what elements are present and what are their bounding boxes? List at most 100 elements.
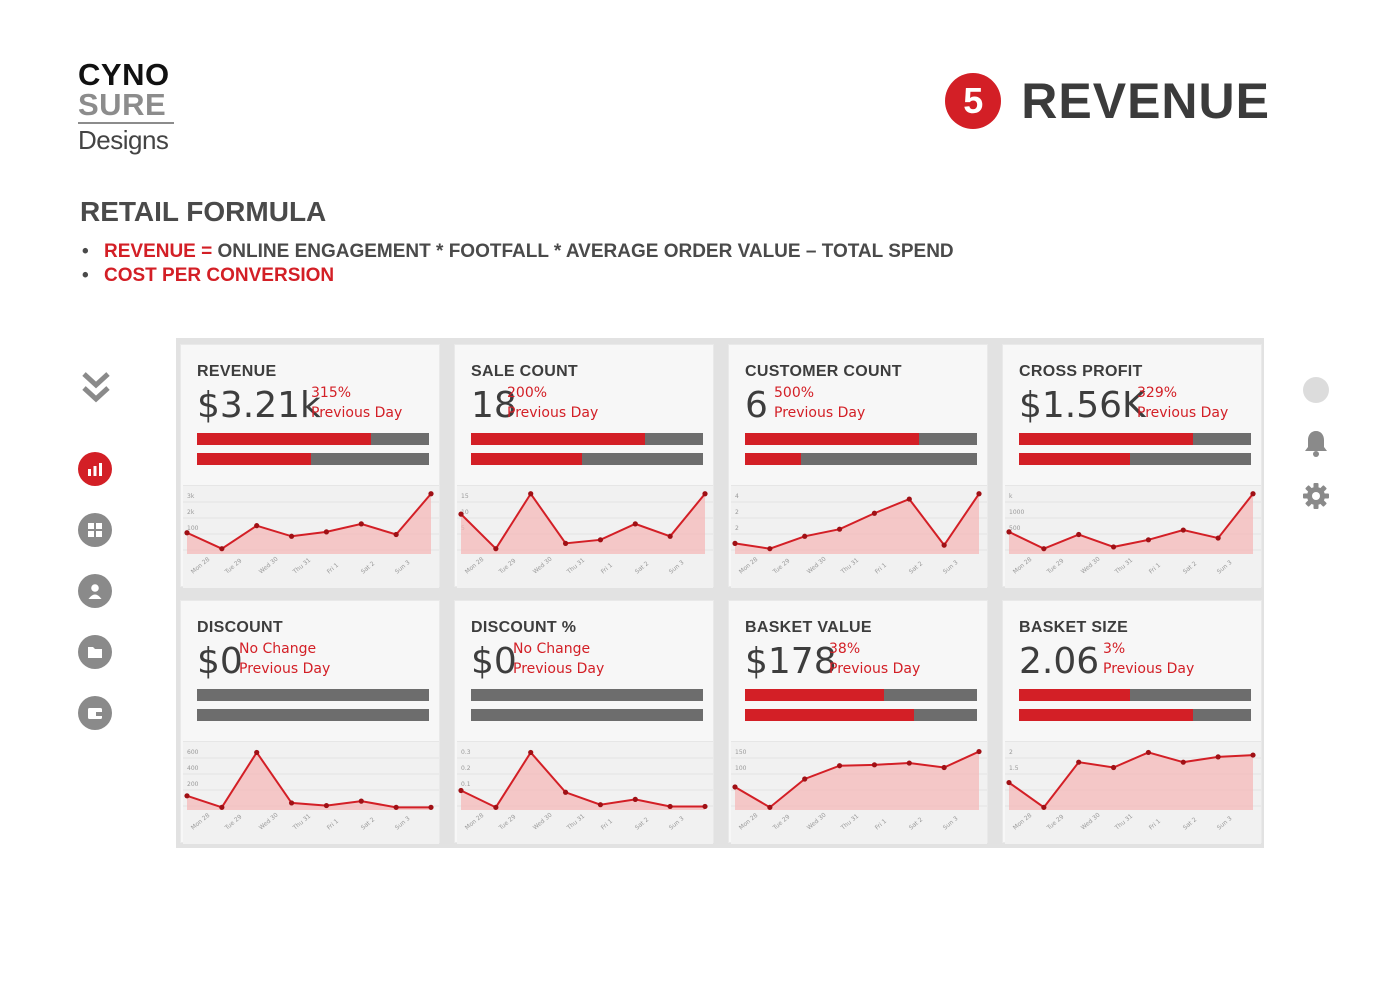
metric-change-value: 3% [1103, 641, 1126, 657]
double-chevron-down-icon[interactable] [78, 370, 114, 410]
chart-point [288, 533, 295, 539]
progress-bar [197, 709, 429, 721]
chart-point [632, 796, 638, 802]
chart-point [802, 533, 808, 539]
chart-point [941, 764, 947, 771]
x-tick-label: Sun 3 [1216, 559, 1234, 575]
chart-point [562, 540, 569, 546]
chart-line [734, 493, 980, 550]
y-tick-label: 3k [187, 493, 195, 500]
chart-point [184, 793, 190, 799]
metric-value: $178 [745, 641, 837, 682]
nav-files-button[interactable] [78, 635, 112, 669]
chart-point [358, 798, 364, 804]
metric-change-value: No Change [239, 641, 317, 657]
metric-card[interactable]: DISCOUNT % $0 No Change Previous Day 0.3 0.2 0… [454, 600, 714, 844]
x-tick-label: Mon 28 [190, 812, 212, 832]
metric-compare-label: Previous Day [1137, 405, 1229, 421]
chart-point [667, 803, 673, 810]
folder-icon [88, 647, 102, 658]
y-tick-label: 150 [735, 749, 747, 756]
chart-point [528, 491, 534, 497]
metric-compare-label: Previous Day [1103, 661, 1195, 677]
formula-expression: ONLINE ENGAGEMENT * FOOTFALL * AVERAGE O… [212, 241, 954, 262]
chart-point [802, 776, 808, 782]
chart-point [254, 749, 260, 756]
bell-icon[interactable] [1302, 429, 1330, 457]
gear-icon[interactable] [1302, 482, 1330, 510]
x-tick-label: Wed 30 [806, 812, 828, 832]
x-tick-label: Sat 2 [1182, 816, 1199, 831]
metric-title: BASKET VALUE [745, 619, 872, 636]
metric-title: BASKET SIZE [1019, 619, 1129, 636]
progress-bar [197, 453, 429, 465]
metric-card[interactable]: CUSTOMER COUNT 6 500% Previous Day 4 2 2 Mon 28… [728, 344, 988, 588]
x-tick-label: Sat 2 [908, 560, 925, 575]
x-tick-label: Sat 2 [634, 560, 651, 575]
chart-point [393, 531, 399, 538]
metric-change-value: 329% [1137, 385, 1178, 401]
y-tick-label: 2 [735, 525, 739, 532]
chart-point [562, 789, 569, 795]
x-tick-label: Thu 31 [1113, 813, 1134, 833]
chart-point [1215, 754, 1221, 760]
chart-point [1076, 759, 1082, 765]
x-tick-label: Thu 31 [565, 557, 586, 577]
chart-point [493, 804, 499, 810]
metric-title: DISCOUNT [197, 619, 283, 636]
x-tick-label: Tue 29 [497, 557, 518, 576]
x-tick-label: Fri 1 [600, 562, 615, 576]
chart-point [1215, 535, 1221, 541]
formula-item-revenue: REVENUE = ONLINE ENGAGEMENT * FOOTFALL *… [80, 240, 954, 264]
x-tick-label: Wed 30 [1080, 556, 1102, 576]
metric-card[interactable]: CROSS PROFIT $1.56K 329% Previous Day k 1000 5… [1002, 344, 1262, 588]
x-tick-label: Sun 3 [942, 815, 960, 831]
chart-point [493, 546, 499, 552]
chart-line [460, 750, 705, 809]
x-tick-label: Mon 28 [1012, 812, 1034, 832]
nav-analytics-button[interactable] [78, 452, 112, 486]
y-tick-label: 15 [461, 493, 469, 500]
chart-point [1180, 527, 1186, 533]
metric-card[interactable]: REVENUE $3.21k 315% Previous Day 3k 2k 100 Mon … [180, 344, 440, 588]
y-tick-label: 600 [187, 749, 199, 756]
left-nav [78, 370, 118, 757]
progress-bar-fill [1019, 689, 1131, 701]
right-nav [1302, 376, 1336, 535]
progress-bar-fill [745, 689, 885, 701]
x-tick-label: Mon 28 [190, 556, 212, 576]
y-tick-label: 0.3 [461, 749, 471, 756]
progress-bar [1019, 453, 1251, 465]
chart-point [1110, 764, 1117, 771]
x-tick-label: Fri 1 [874, 562, 889, 576]
metric-change: 500% Previous Day [774, 383, 865, 423]
nav-dashboard-button[interactable] [78, 513, 112, 547]
x-tick-label: Mon 28 [738, 812, 760, 832]
x-tick-label: Tue 29 [771, 813, 792, 832]
metric-change-value: 38% [829, 641, 861, 657]
chart-area [187, 493, 431, 554]
metric-card[interactable]: DISCOUNT $0 No Change Previous Day 600 400 200… [180, 600, 440, 844]
x-tick-label: Tue 29 [223, 557, 244, 576]
y-tick-label: 100 [187, 525, 199, 532]
nav-profile-button[interactable] [78, 574, 112, 608]
nav-wallet-button[interactable] [78, 696, 112, 730]
trend-chart: 4 2 2 Mon 28 Tue 29 Wed 30 Thu 31 Fri 1 Sat 2 Sun… [731, 485, 987, 588]
x-tick-label: Fri 1 [326, 562, 341, 576]
metric-value: 2.06 [1019, 641, 1100, 682]
chart-point [597, 537, 604, 543]
metric-change-value: 200% [507, 385, 548, 401]
status-dot-icon[interactable] [1302, 376, 1330, 404]
metric-title: REVENUE [197, 363, 277, 380]
chart-point [732, 540, 738, 546]
chart-area [1009, 493, 1253, 554]
metric-value: 18 [471, 385, 517, 426]
chart-point [254, 523, 260, 529]
metric-card[interactable]: BASKET VALUE $178 38% Previous Day 150 100 Mon… [728, 600, 988, 844]
x-tick-label: Thu 31 [839, 557, 860, 577]
progress-bar-fill [471, 453, 583, 465]
y-tick-label: 1000 [1009, 509, 1024, 516]
brand-logo: CYNO SURE Designs [78, 59, 188, 153]
